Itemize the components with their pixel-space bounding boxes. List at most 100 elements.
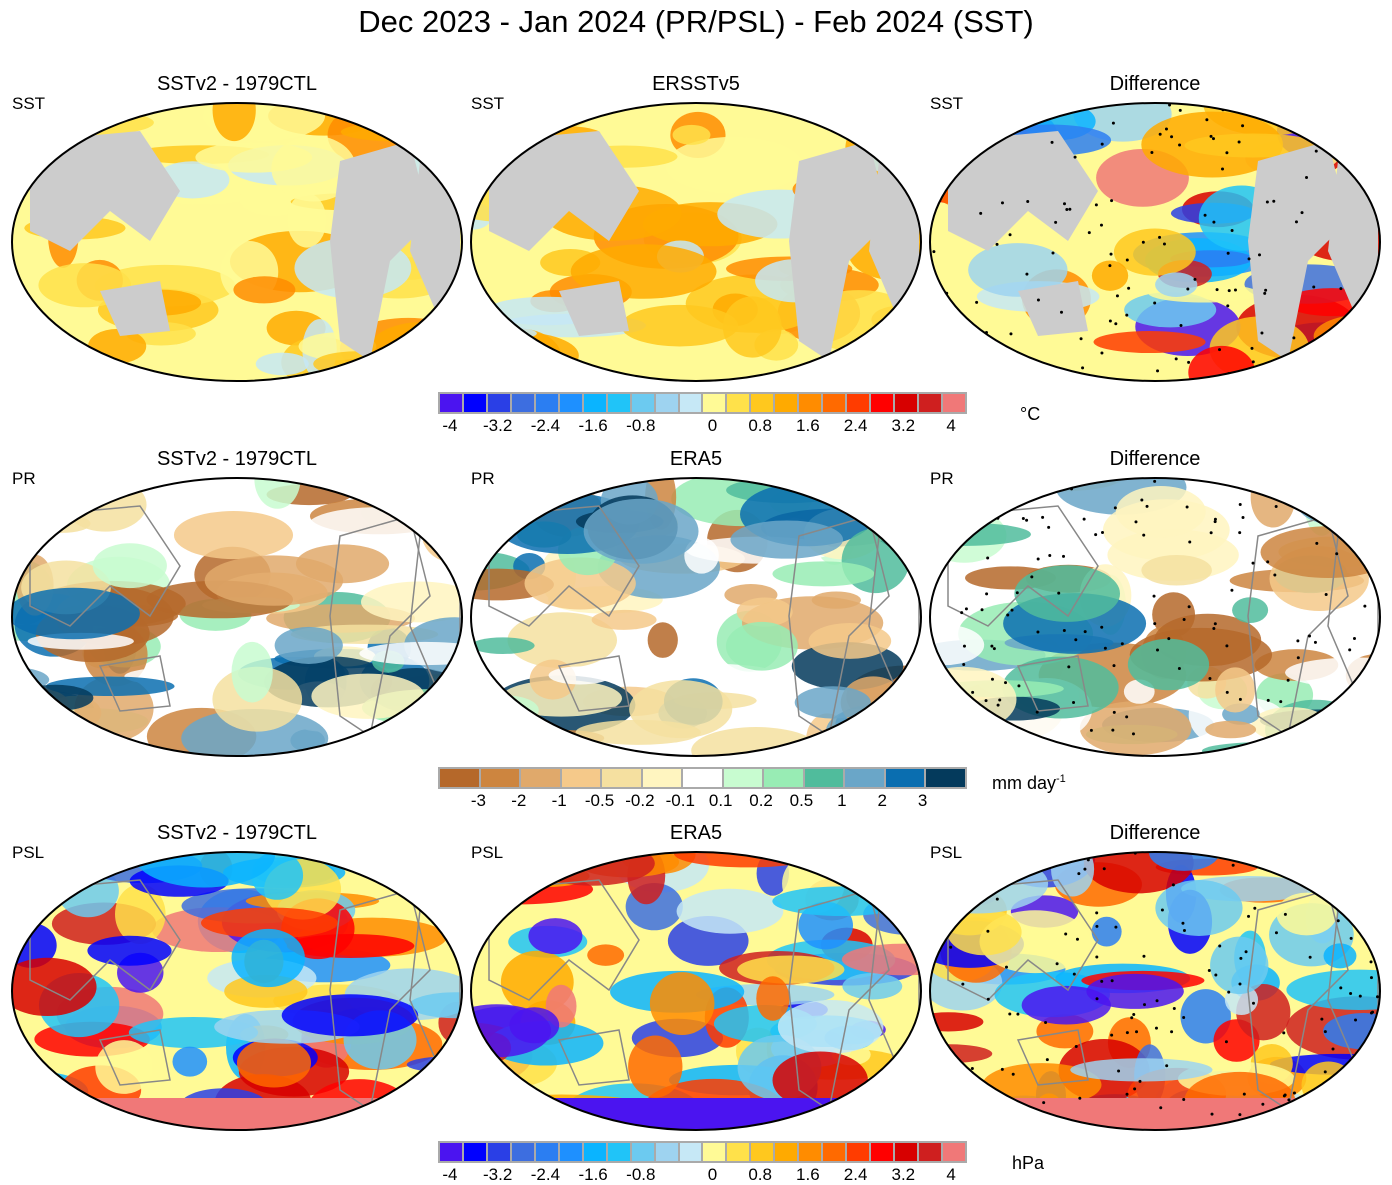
- stipple-dot: [1127, 286, 1131, 290]
- stipple-dot: [1292, 1091, 1296, 1095]
- stipple-dot: [1209, 531, 1213, 535]
- colorbar-tick-label: -0.8: [626, 416, 656, 435]
- stipple-dot: [1017, 103, 1021, 106]
- stipple-dot: [970, 1066, 974, 1070]
- colorbar-box: [463, 1143, 488, 1161]
- map-panel: [470, 851, 922, 1131]
- stipple-dot: [1102, 867, 1106, 871]
- panel-title: Difference: [1109, 448, 1201, 470]
- field-blob: [1091, 916, 1122, 947]
- stipple-dot: [1072, 972, 1076, 976]
- stipple-dot: [1009, 332, 1013, 336]
- colorbar-box: [655, 394, 680, 412]
- field-blob: [133, 852, 276, 888]
- stipple-dot: [1251, 360, 1255, 364]
- panel-title: SSTv2 - 1979CTL: [156, 822, 318, 844]
- stipple-dot: [971, 690, 975, 694]
- stipple-dot: [1286, 678, 1290, 682]
- stipple-dot: [1021, 118, 1025, 122]
- field-blob: [231, 641, 273, 703]
- field-blob: [471, 492, 510, 521]
- field-blob: [12, 1050, 36, 1085]
- stipple-dot: [1078, 1096, 1082, 1100]
- colorbar-box: [655, 1143, 680, 1161]
- stipple-dot: [1300, 211, 1304, 215]
- colorbar-box: [703, 394, 728, 412]
- field-blob: [1014, 565, 1121, 622]
- stipple-dot: [1238, 1113, 1242, 1117]
- field-blob: [471, 328, 562, 381]
- stipple-dot: [1068, 207, 1072, 211]
- panel-title: Difference: [1109, 822, 1201, 844]
- land-australia: [98, 655, 171, 712]
- colorbar-box: [764, 769, 805, 787]
- stipple-dot: [1187, 360, 1191, 364]
- stipple-dot: [1017, 1109, 1021, 1113]
- stipple-dot: [1050, 140, 1054, 144]
- field-blob: [1210, 936, 1269, 995]
- stipple-dot: [1319, 854, 1323, 858]
- stipple-dot: [1042, 1101, 1046, 1105]
- land-americas: [330, 141, 430, 361]
- colorbar: [438, 767, 967, 789]
- stipple-dot: [1158, 132, 1162, 136]
- stipple-dot: [1308, 955, 1312, 959]
- unit-text: °C: [1020, 404, 1041, 424]
- land-australia: [1016, 1029, 1089, 1086]
- stipple-dot: [1120, 642, 1124, 646]
- stipple-dot: [1077, 872, 1081, 876]
- stipple-dot: [1322, 336, 1326, 340]
- stipple-dot: [1064, 932, 1068, 936]
- stipple-dot: [1258, 253, 1262, 257]
- stipple-dot: [1263, 291, 1267, 295]
- stipple-dot: [1044, 1021, 1048, 1025]
- colorbar-box: [804, 769, 846, 787]
- stipple-dot: [1182, 929, 1186, 933]
- field-blob: [1083, 852, 1194, 894]
- stipple-dot: [1153, 301, 1157, 305]
- stipple-dot: [1125, 313, 1129, 317]
- stipple-dot: [1115, 294, 1119, 298]
- stipple-dot: [1230, 588, 1234, 592]
- stipple-dot: [989, 859, 993, 863]
- colorbar-tick-label: -3.2: [483, 416, 513, 435]
- field-blob: [672, 124, 711, 145]
- field-blob: [930, 624, 985, 666]
- stipple-dot: [1313, 640, 1317, 644]
- stipple-dot: [1025, 272, 1029, 276]
- stipple-dot: [1209, 134, 1213, 138]
- field-blob: [528, 918, 583, 955]
- field-blob: [12, 1074, 43, 1130]
- stipple-dot: [1103, 646, 1107, 650]
- stipple-dot: [960, 534, 964, 538]
- stipple-dot: [1230, 229, 1234, 233]
- stipple-dot: [928, 133, 930, 136]
- stipple-dot: [1084, 852, 1088, 856]
- field-blob: [629, 680, 733, 739]
- stipple-dot: [1074, 1044, 1078, 1048]
- stipple-dot: [1138, 1079, 1142, 1083]
- colorbar-box: [679, 394, 704, 412]
- stipple-dot: [1014, 103, 1018, 105]
- field-blob: [1155, 272, 1198, 297]
- stipple-dot: [1253, 906, 1257, 910]
- panel-title: ERA5: [669, 822, 723, 844]
- stipple-dot: [1362, 345, 1366, 349]
- stipple-dot: [930, 551, 932, 555]
- antarctic-field: [12, 1098, 462, 1130]
- stipple-dot: [1315, 541, 1319, 545]
- stipple-dot: [1100, 625, 1104, 629]
- stipple-dot: [962, 644, 966, 648]
- stipple-dot: [1025, 518, 1029, 522]
- stipple-dot: [939, 122, 943, 126]
- colorbar-tick-label: 3.2: [891, 1165, 916, 1184]
- stipple-dot: [1309, 1097, 1313, 1101]
- field-blob: [1113, 228, 1196, 276]
- field-blob: [841, 852, 921, 894]
- land-australia: [557, 1029, 630, 1086]
- stipple-dot: [1132, 1013, 1136, 1017]
- field-blob: [932, 1091, 988, 1130]
- colorbar-tick-label: 0.8: [748, 1165, 772, 1184]
- stipple-dot: [1212, 220, 1216, 224]
- stipple-dot: [1316, 727, 1320, 731]
